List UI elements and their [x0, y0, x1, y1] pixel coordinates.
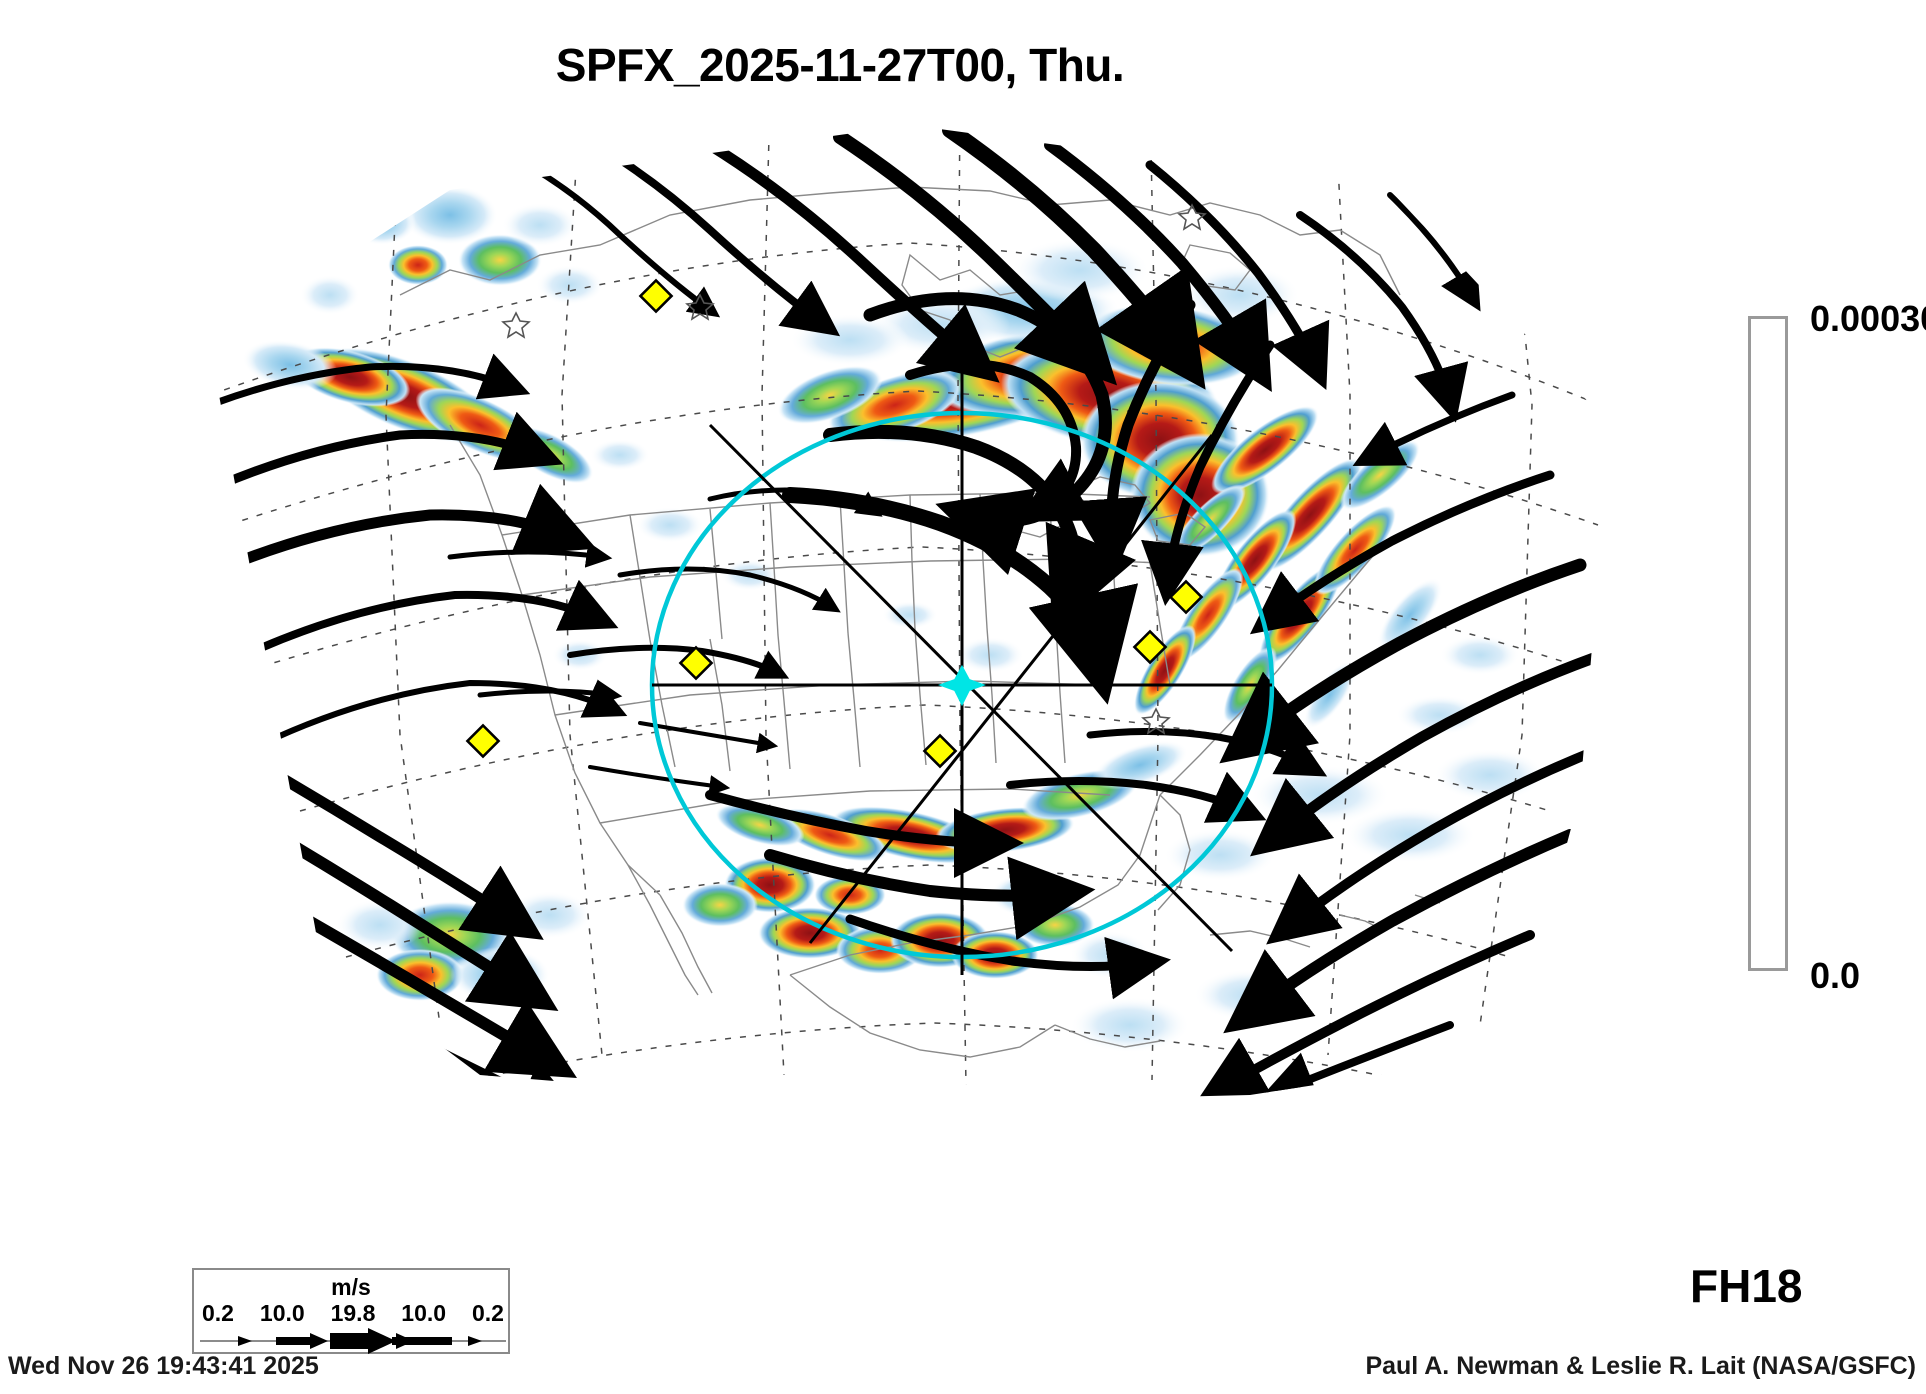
station-marker[interactable]: [1168, 579, 1204, 615]
wind-speed-legend: m/s 0.2 10.0 19.8 10.0 0.2: [192, 1268, 510, 1354]
forecast-hour-label: FH18: [1690, 1260, 1803, 1312]
station-marker[interactable]: [678, 645, 714, 681]
render-timestamp: Wed Nov 26 19:43:41 2025: [8, 1352, 319, 1380]
station-marker[interactable]: [465, 723, 501, 759]
station-marker[interactable]: [1132, 629, 1168, 665]
station-markers[interactable]: [465, 278, 1204, 769]
city-star-markers: [501, 203, 1207, 735]
station-marker[interactable]: [922, 733, 958, 769]
wind-tick-4: 10.0: [401, 1300, 447, 1326]
colorbar-min-label: 0.0: [1810, 955, 1861, 996]
wind-tick-2: 10.0: [259, 1300, 305, 1326]
wind-tick-1: 0.2: [202, 1300, 234, 1326]
wind-legend-unit: m/s: [331, 1274, 371, 1300]
colorbar-gradient: [1748, 316, 1788, 971]
author-credit: Paul A. Newman & Leslie R. Lait (NASA/GS…: [1365, 1352, 1916, 1380]
station-marker[interactable]: [638, 278, 674, 314]
map-panel: [150, 95, 1680, 1215]
flight-plan-overlay: [649, 317, 1275, 975]
colorbar: [1748, 316, 1788, 971]
map-canvas: [210, 125, 1610, 1105]
page-title: SPFX_2025-11-27T00, Thu.: [555, 39, 1125, 91]
wind-tick-3: 19.8: [330, 1300, 376, 1326]
wind-tick-5: 0.2: [471, 1300, 504, 1326]
wind-legend-ticks: 0.2 10.0 19.8 10.0 0.2: [202, 1300, 504, 1327]
wind-legend-arrow-icon: [200, 1328, 506, 1354]
center-star-marker: [938, 664, 986, 707]
